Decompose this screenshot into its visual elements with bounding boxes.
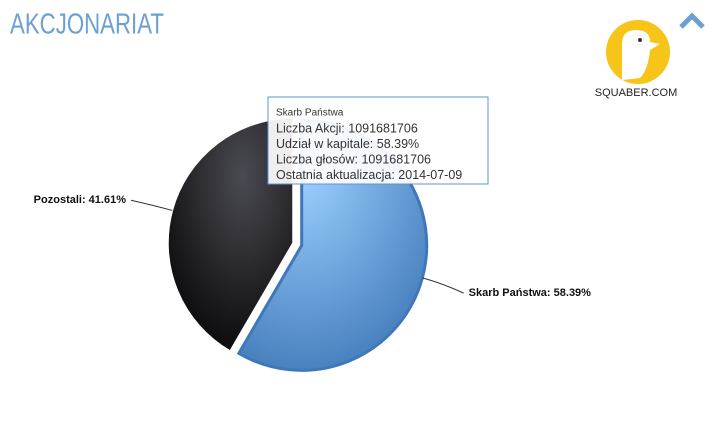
data-label: Skarb Państwa: 58.39% xyxy=(469,287,592,299)
tooltip-title: Skarb Państwa xyxy=(276,108,344,119)
logo[interactable]: SQUABER.COM xyxy=(595,20,678,99)
tooltip-line: Udział w kapitale: 58.39% xyxy=(276,137,419,151)
tooltip-line: Liczba głosów: 1091681706 xyxy=(276,152,431,166)
logo-eye xyxy=(638,38,642,42)
connector xyxy=(422,277,464,294)
tooltip: Skarb Państwa Liczba Akcji: 1091681706 Ud… xyxy=(267,96,489,185)
connector xyxy=(130,199,173,211)
tooltip-box xyxy=(267,96,489,185)
scroll-up[interactable] xyxy=(679,12,705,29)
chart-title: AKCJONARIAT xyxy=(10,9,164,41)
logo-bird xyxy=(622,30,660,80)
data-label: Pozostali: 41.61% xyxy=(34,194,127,206)
tooltip-line: Ostatnia aktualizacja: 2014-07-09 xyxy=(276,168,462,182)
tooltip-line: Liczba Akcji: 1091681706 xyxy=(276,121,418,135)
logo-text: SQUABER.COM xyxy=(595,87,678,99)
